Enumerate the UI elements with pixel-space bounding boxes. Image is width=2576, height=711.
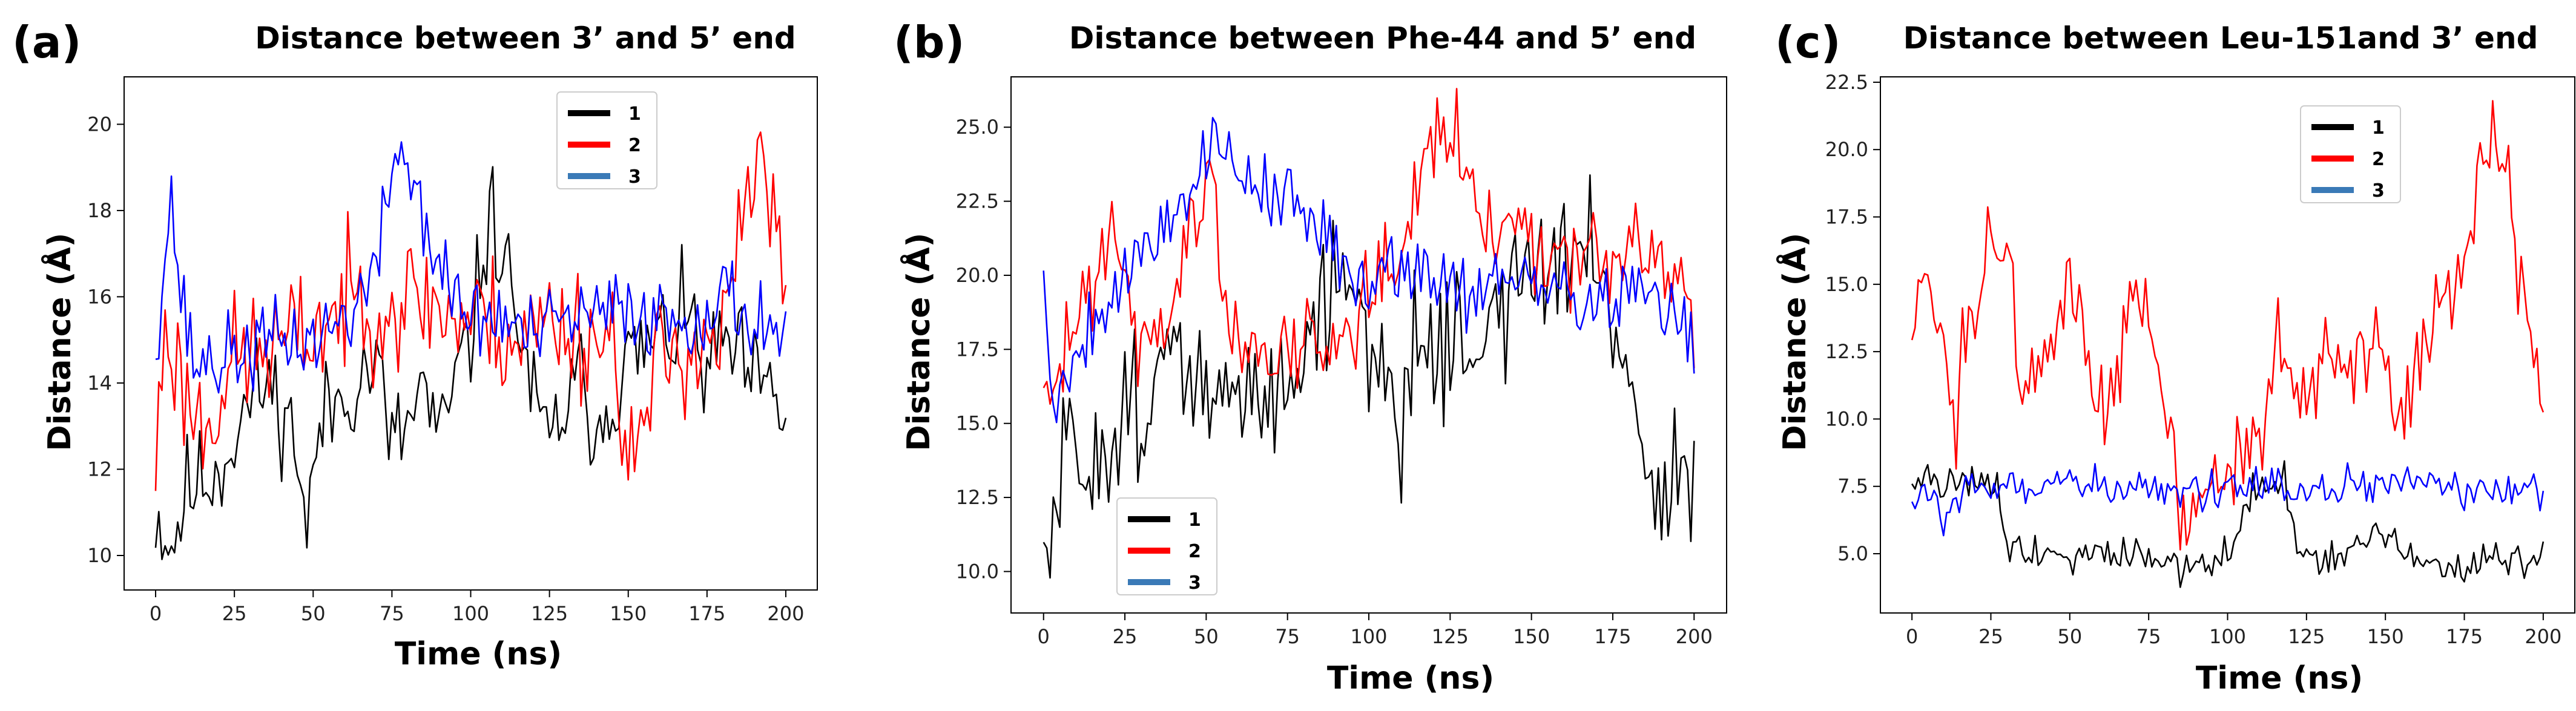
x-tick-label: 150 <box>610 602 647 625</box>
x-tick-label: 175 <box>688 602 725 625</box>
y-tick-label: 22.5 <box>1825 71 1868 94</box>
series-line-3 <box>1043 117 1695 424</box>
chart-panel-a: (a) Distance between 3’ and 5’ end Dista… <box>12 17 818 672</box>
y-tick-label: 20.0 <box>1825 138 1868 161</box>
x-tick-label: 50 <box>2057 625 2082 648</box>
series-line-2 <box>1911 100 2545 551</box>
series-line-3 <box>1911 462 2545 537</box>
x-tick-label: 50 <box>301 602 326 625</box>
x-axis-label-a: Time (ns) <box>395 636 562 672</box>
panel-label-b: (b) <box>894 17 964 68</box>
legend-label-2: 2 <box>1188 541 1201 562</box>
chart-panel-b: (b) Distance between Phe-44 and 5’ end D… <box>894 17 1727 696</box>
legend-label-3: 3 <box>2372 180 2385 202</box>
y-tick-label: 14 <box>87 372 112 395</box>
x-tick-label: 100 <box>452 602 489 625</box>
legend-label-1: 1 <box>2372 117 2385 139</box>
y-tick-label: 10 <box>87 544 112 567</box>
panel-label-c: (c) <box>1775 17 1841 68</box>
y-tick-label: 10.0 <box>956 560 999 583</box>
x-tick-label: 50 <box>1194 625 1219 648</box>
y-tick-label: 20 <box>87 113 112 136</box>
y-tick-label: 17.5 <box>956 338 999 361</box>
x-tick-label: 125 <box>1432 625 1469 648</box>
y-axis-label-c: Distance (Å) <box>1776 233 1813 451</box>
panel-label-a: (a) <box>12 17 81 68</box>
y-tick-label: 15.0 <box>1825 273 1868 296</box>
y-tick-label: 10.0 <box>1825 407 1868 430</box>
plot-frame <box>1880 76 2575 614</box>
x-tick-label: 25 <box>222 602 247 625</box>
x-tick-label: 100 <box>1350 625 1387 648</box>
chart-panel-c: (c) Distance between Leu-151and 3’ end D… <box>1775 17 2575 696</box>
x-tick-label: 0 <box>150 602 162 625</box>
x-tick-label: 200 <box>767 602 804 625</box>
x-axis-label-b: Time (ns) <box>1327 660 1494 696</box>
y-tick-label: 12.5 <box>1825 340 1868 363</box>
y-tick-label: 25.0 <box>956 116 999 139</box>
x-tick-label: 175 <box>2446 625 2483 648</box>
x-tick-label: 75 <box>1275 625 1300 648</box>
series-line-1 <box>154 166 787 560</box>
legend-label-1: 1 <box>1188 509 1201 531</box>
legend-label-3: 3 <box>1188 572 1201 594</box>
x-tick-label: 75 <box>2136 625 2161 648</box>
y-tick-label: 7.5 <box>1837 475 1868 498</box>
plot-area-b: 0 25 50 75 100 125 150 175 200 10.0 12.5 15.0 17.5 20… <box>956 76 1727 648</box>
y-tick-label: 12 <box>87 457 112 480</box>
x-tick-label: 75 <box>380 602 404 625</box>
x-tick-label: 125 <box>531 602 568 625</box>
x-tick-label: 200 <box>2525 625 2561 648</box>
x-tick-label: 200 <box>1676 625 1713 648</box>
x-tick-label: 25 <box>1113 625 1138 648</box>
chart-title-a: Distance between 3’ and 5’ end <box>255 21 796 56</box>
y-tick-label: 15.0 <box>956 412 999 435</box>
legend-label-2: 2 <box>2372 149 2385 170</box>
y-axis-label-a: Distance (Å) <box>41 233 78 451</box>
legend: 1 2 3 <box>1116 497 1217 595</box>
x-tick-label: 0 <box>1038 625 1050 648</box>
series-line-2 <box>154 131 787 491</box>
y-axis-label-b: Distance (Å) <box>900 233 937 451</box>
legend: 1 2 3 <box>556 91 657 189</box>
legend-label-1: 1 <box>628 103 641 125</box>
x-tick-label: 0 <box>1906 625 1918 648</box>
y-tick-label: 20.0 <box>956 264 999 287</box>
x-tick-label: 125 <box>2288 625 2325 648</box>
y-tick-label: 5.0 <box>1837 542 1868 565</box>
legend: 1 2 3 <box>2300 105 2401 203</box>
x-tick-label: 25 <box>1978 625 2003 648</box>
series-line-1 <box>1911 460 2545 588</box>
legend-label-3: 3 <box>628 166 641 188</box>
series-line-1 <box>1043 174 1695 579</box>
y-tick-label: 22.5 <box>956 190 999 213</box>
y-tick-label: 12.5 <box>956 486 999 509</box>
y-tick-label: 17.5 <box>1825 206 1868 229</box>
series-line-3 <box>155 141 787 394</box>
x-tick-label: 150 <box>1513 625 1550 648</box>
x-tick-label: 150 <box>2367 625 2404 648</box>
x-axis-label-c: Time (ns) <box>2196 660 2363 696</box>
series-line-2 <box>1043 88 1695 405</box>
y-tick-label: 18 <box>87 199 112 222</box>
chart-title-c: Distance between Leu-151and 3’ end <box>1903 21 2538 56</box>
y-tick-label: 16 <box>87 285 112 308</box>
legend-label-2: 2 <box>628 135 641 156</box>
chart-title-b: Distance between Phe-44 and 5’ end <box>1069 21 1696 56</box>
plot-area-c: 0 25 50 75 100 125 150 175 200 5.0 7.5 10.0 12.5 15.0… <box>1825 71 2575 648</box>
x-tick-label: 100 <box>2209 625 2246 648</box>
x-tick-label: 175 <box>1594 625 1631 648</box>
